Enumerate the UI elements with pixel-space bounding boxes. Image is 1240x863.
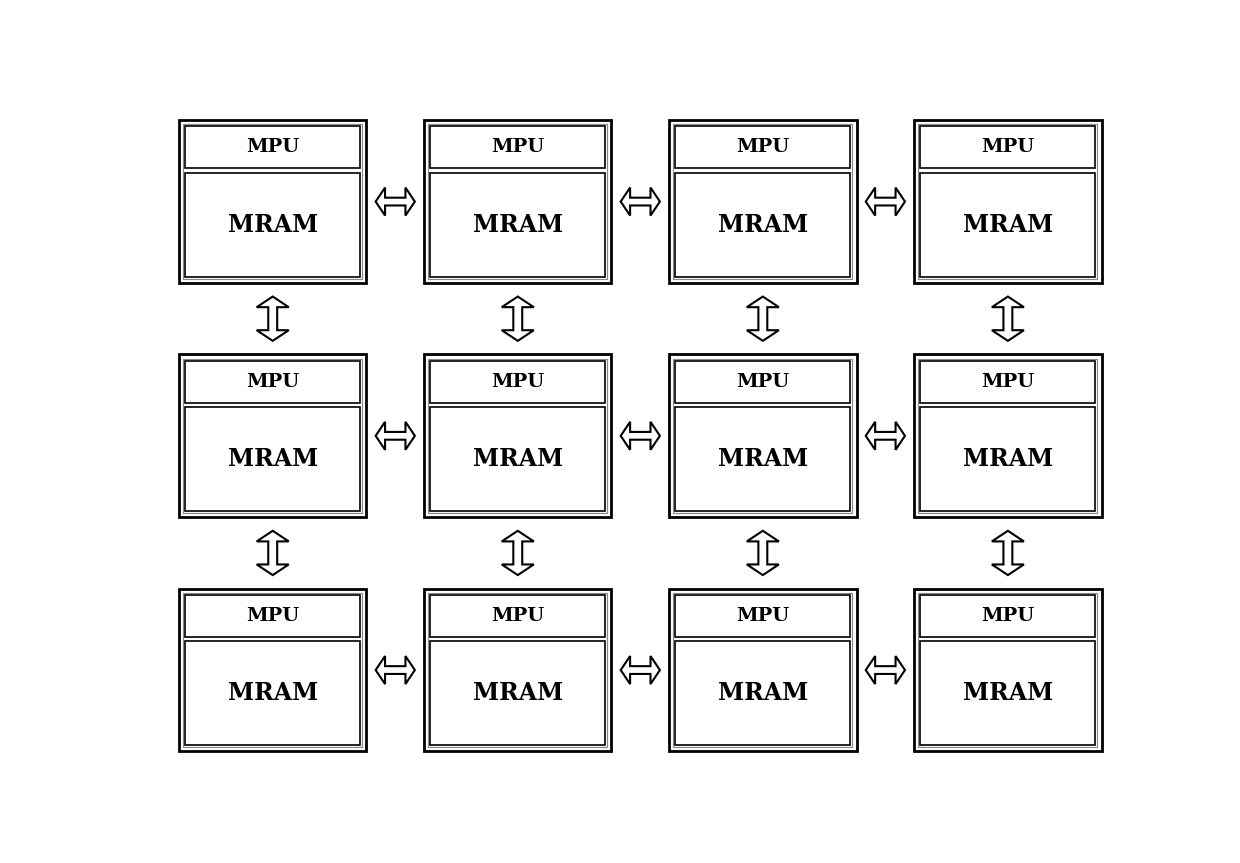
- Polygon shape: [257, 297, 289, 341]
- Text: MPU: MPU: [981, 138, 1034, 156]
- Text: MPU: MPU: [247, 607, 299, 625]
- Polygon shape: [376, 187, 415, 216]
- Bar: [919, 593, 1097, 747]
- Text: MRAM: MRAM: [472, 213, 563, 237]
- Text: MPU: MPU: [737, 607, 790, 625]
- Bar: [676, 361, 851, 403]
- Text: MPU: MPU: [491, 607, 544, 625]
- Text: MPU: MPU: [247, 373, 299, 391]
- Bar: [185, 641, 361, 746]
- Bar: [920, 641, 1095, 746]
- Bar: [424, 589, 611, 752]
- Bar: [424, 355, 611, 517]
- Text: MPU: MPU: [737, 138, 790, 156]
- Bar: [919, 359, 1097, 513]
- Polygon shape: [746, 531, 779, 575]
- Bar: [920, 126, 1095, 168]
- Bar: [670, 589, 857, 752]
- Bar: [428, 593, 608, 747]
- Text: MPU: MPU: [491, 138, 544, 156]
- Text: MRAM: MRAM: [228, 447, 317, 471]
- Polygon shape: [621, 187, 660, 216]
- Text: MRAM: MRAM: [962, 447, 1053, 471]
- Bar: [430, 407, 605, 511]
- Text: MPU: MPU: [737, 373, 790, 391]
- Bar: [914, 355, 1101, 517]
- Text: MPU: MPU: [491, 373, 544, 391]
- Bar: [676, 407, 851, 511]
- Bar: [184, 359, 362, 513]
- Bar: [430, 361, 605, 403]
- Bar: [920, 173, 1095, 277]
- Polygon shape: [376, 656, 415, 684]
- Bar: [920, 361, 1095, 403]
- Bar: [428, 124, 608, 279]
- Bar: [676, 126, 851, 168]
- Bar: [920, 595, 1095, 637]
- Bar: [184, 593, 362, 747]
- Bar: [428, 359, 608, 513]
- Bar: [430, 641, 605, 746]
- Bar: [670, 120, 857, 283]
- Bar: [673, 124, 852, 279]
- Text: MPU: MPU: [247, 138, 299, 156]
- Bar: [670, 355, 857, 517]
- Polygon shape: [502, 531, 534, 575]
- Text: MPU: MPU: [981, 607, 1034, 625]
- Bar: [920, 407, 1095, 511]
- Bar: [185, 173, 361, 277]
- Bar: [179, 589, 367, 752]
- Text: MRAM: MRAM: [228, 682, 317, 705]
- Bar: [914, 589, 1101, 752]
- Text: MRAM: MRAM: [718, 213, 808, 237]
- Polygon shape: [866, 422, 905, 450]
- Bar: [430, 173, 605, 277]
- Bar: [185, 407, 361, 511]
- Bar: [914, 120, 1101, 283]
- Text: MRAM: MRAM: [718, 447, 808, 471]
- Polygon shape: [866, 187, 905, 216]
- Polygon shape: [746, 297, 779, 341]
- Bar: [676, 173, 851, 277]
- Bar: [185, 126, 361, 168]
- Text: MRAM: MRAM: [962, 682, 1053, 705]
- Text: MRAM: MRAM: [228, 213, 317, 237]
- Text: MRAM: MRAM: [962, 213, 1053, 237]
- Polygon shape: [866, 656, 905, 684]
- Bar: [919, 124, 1097, 279]
- Text: MPU: MPU: [981, 373, 1034, 391]
- Text: MRAM: MRAM: [718, 682, 808, 705]
- Bar: [430, 595, 605, 637]
- Bar: [430, 126, 605, 168]
- Polygon shape: [376, 422, 415, 450]
- Bar: [184, 124, 362, 279]
- Bar: [179, 355, 367, 517]
- Text: MRAM: MRAM: [472, 447, 563, 471]
- Bar: [673, 593, 852, 747]
- Bar: [424, 120, 611, 283]
- Bar: [673, 359, 852, 513]
- Text: MRAM: MRAM: [472, 682, 563, 705]
- Bar: [676, 595, 851, 637]
- Bar: [676, 641, 851, 746]
- Polygon shape: [621, 422, 660, 450]
- Bar: [179, 120, 367, 283]
- Polygon shape: [992, 531, 1024, 575]
- Polygon shape: [502, 297, 534, 341]
- Polygon shape: [257, 531, 289, 575]
- Bar: [185, 595, 361, 637]
- Polygon shape: [621, 656, 660, 684]
- Bar: [185, 361, 361, 403]
- Polygon shape: [992, 297, 1024, 341]
